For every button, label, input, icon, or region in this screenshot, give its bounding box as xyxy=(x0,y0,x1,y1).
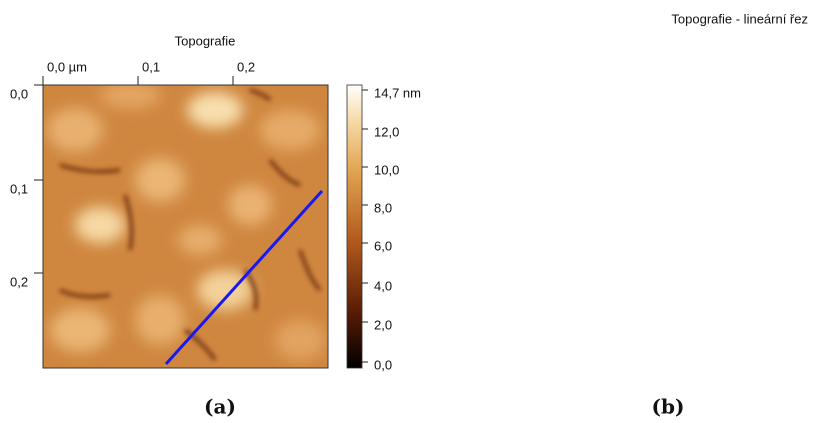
colorbar xyxy=(347,85,362,368)
panel-title: Topografie - lineární řez xyxy=(671,11,808,26)
y-tick-label: 0,2 xyxy=(10,274,28,289)
x-tick-label: 0,0 µm xyxy=(47,59,87,74)
afm-image xyxy=(43,81,328,368)
x-tick-label: 0,2 xyxy=(237,59,255,74)
colorbar-label: 0,0 xyxy=(374,357,392,372)
colorbar-label: 2,0 xyxy=(374,317,392,332)
panel-title: Topografie xyxy=(175,33,236,48)
colorbar-label: 10,0 xyxy=(374,162,399,177)
caption: (a) xyxy=(204,395,236,419)
caption: (b) xyxy=(652,395,685,419)
colorbar-label: 4,0 xyxy=(374,278,392,293)
colorbar-label: 8,0 xyxy=(374,200,392,215)
x-tick-label: 0,1 xyxy=(142,59,160,74)
y-tick-label: 0,1 xyxy=(10,181,28,196)
figure: Topografie Topografie - lineární řez (a)… xyxy=(0,0,817,423)
y-tick-label: 0,0 xyxy=(10,86,28,101)
colorbar-label: 14,7 nm xyxy=(374,85,421,100)
colorbar-label: 6,0 xyxy=(374,238,392,253)
colorbar-label: 12,0 xyxy=(374,124,399,139)
